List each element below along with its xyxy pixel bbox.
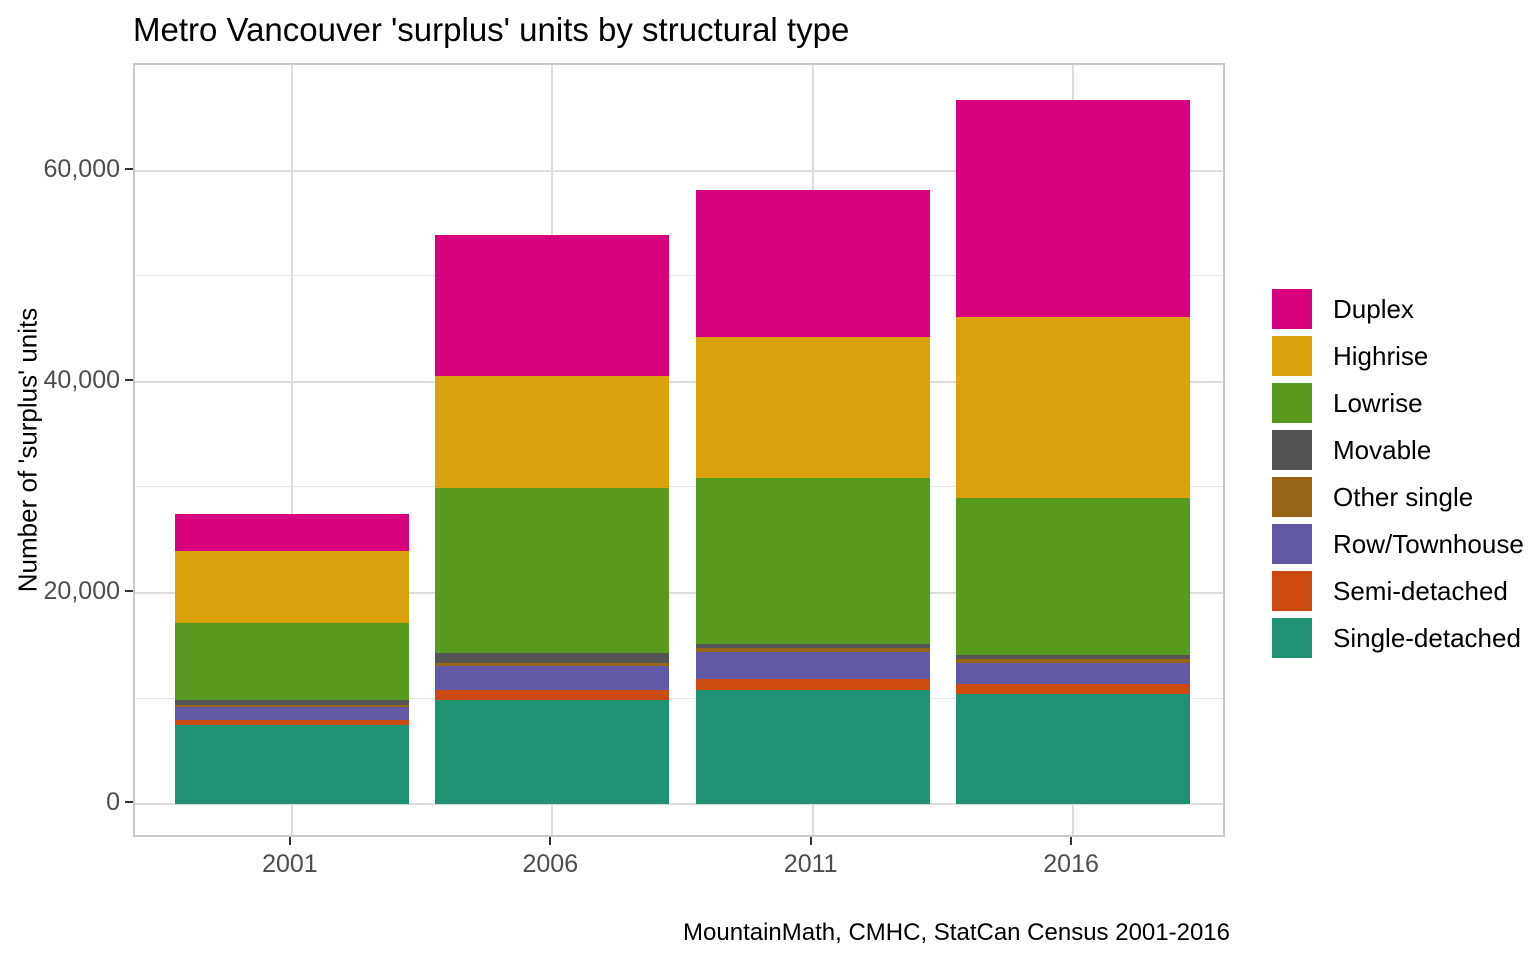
y-axis-title: Number of 'surplus' units: [12, 307, 43, 593]
bar-segment-2001-lowrise: [175, 623, 409, 700]
bar-segment-2011-lowrise: [696, 478, 930, 644]
bar-segment-2006-other-single: [435, 663, 669, 666]
legend-label: Duplex: [1333, 293, 1414, 324]
x-axis-tick: [288, 837, 291, 845]
x-tick-label: 2006: [522, 850, 579, 878]
legend-label: Other single: [1333, 481, 1474, 512]
legend-item: Other single: [1272, 477, 1524, 517]
bar-segment-2011-highrise: [696, 337, 930, 478]
gridline-vertical: [290, 65, 293, 835]
gridline-minor: [135, 275, 1223, 277]
y-axis-tick: [125, 590, 133, 592]
bar-segment-2006-movable: [435, 653, 669, 663]
y-tick-label: 40,000: [43, 365, 120, 394]
legend-item: Highrise: [1272, 336, 1524, 376]
bar-segment-2016-lowrise: [956, 498, 1190, 655]
legend-swatch: [1272, 383, 1312, 423]
legend-swatch: [1272, 430, 1312, 470]
bar-segment-2001-single-detached: [175, 725, 409, 804]
bar-segment-2006-semi-detached: [435, 690, 669, 700]
bar-segment-2011-semi-detached: [696, 679, 930, 690]
legend-label: Movable: [1333, 434, 1432, 465]
bar-segment-2016-other-single: [956, 659, 1190, 663]
y-axis-tick: [125, 801, 133, 804]
gridline-major: [135, 169, 1223, 172]
bar-segment-2011-duplex: [696, 190, 930, 337]
legend-swatch: [1272, 336, 1312, 376]
bar-segment-2006-highrise: [435, 376, 669, 488]
bar-segment-2011-single-detached: [696, 690, 930, 804]
x-tick-label: 2011: [783, 850, 838, 878]
bar-segment-2006-single-detached: [435, 700, 669, 804]
bar-segment-2016-movable: [956, 655, 1190, 659]
bar-segment-2001-other-single: [175, 705, 409, 707]
x-axis-tick: [549, 837, 552, 845]
bar-segment-2001-movable: [175, 700, 409, 705]
legend-label: Semi-detached: [1333, 575, 1508, 606]
gridline-major: [135, 592, 1223, 594]
legend-swatch: [1272, 524, 1312, 564]
y-axis-tick: [125, 378, 133, 381]
legend-label: Row/Townhouse: [1333, 528, 1524, 559]
legend-item: Movable: [1272, 430, 1524, 470]
bar-segment-2011-other-single: [696, 648, 930, 652]
legend-item: Duplex: [1272, 289, 1524, 329]
legend-swatch: [1272, 618, 1312, 658]
bar-segment-2016-row-townhouse: [956, 663, 1190, 684]
x-axis-tick: [1070, 837, 1073, 845]
y-tick-label: 60,000: [43, 154, 120, 183]
y-tick-label: 20,000: [43, 577, 120, 605]
x-tick-label: 2001: [262, 850, 318, 878]
legend-swatch: [1272, 289, 1312, 329]
gridline-major: [135, 380, 1223, 383]
bar-segment-2006-row-townhouse: [435, 666, 669, 690]
bar-segment-2016-semi-detached: [956, 684, 1190, 694]
legend-label: Single-detached: [1333, 622, 1521, 653]
legend-swatch: [1272, 477, 1312, 517]
legend-item: Single-detached: [1272, 618, 1524, 658]
gridline-minor: [135, 486, 1223, 488]
bar-segment-2001-semi-detached: [175, 720, 409, 725]
bar-segment-2001-highrise: [175, 551, 409, 623]
legend-item: Lowrise: [1272, 383, 1524, 423]
bar-segment-2006-duplex: [435, 235, 669, 376]
legend-label: Lowrise: [1333, 387, 1423, 418]
gridline-minor: [135, 697, 1223, 699]
x-axis-tick: [809, 837, 812, 845]
y-tick-label: 0: [106, 788, 120, 817]
bar-segment-2001-row-townhouse: [175, 707, 409, 720]
bar-segment-2016-duplex: [956, 100, 1190, 317]
bar-segment-2011-movable: [696, 644, 930, 648]
legend-swatch: [1272, 571, 1312, 611]
legend: Duplex Highrise Lowrise Movable Other single…: [1272, 289, 1524, 665]
legend-item: Row/Townhouse: [1272, 524, 1524, 564]
bar-segment-2006-lowrise: [435, 488, 669, 653]
x-tick-label: 2016: [1043, 850, 1099, 878]
bar-segment-2016-single-detached: [956, 694, 1190, 804]
y-axis-tick: [125, 167, 133, 170]
gridline-major: [135, 803, 1223, 806]
legend-item: Semi-detached: [1272, 571, 1524, 611]
bar-segment-2001-duplex: [175, 514, 409, 551]
chart-caption: MountainMath, CMHC, StatCan Census 2001-…: [683, 919, 1230, 946]
plot-panel: [133, 63, 1225, 837]
bar-segment-2016-highrise: [956, 317, 1190, 498]
legend-label: Highrise: [1333, 340, 1429, 371]
chart-title: Metro Vancouver 'surplus' units by struc…: [133, 11, 850, 48]
bar-segment-2011-row-townhouse: [696, 652, 930, 679]
